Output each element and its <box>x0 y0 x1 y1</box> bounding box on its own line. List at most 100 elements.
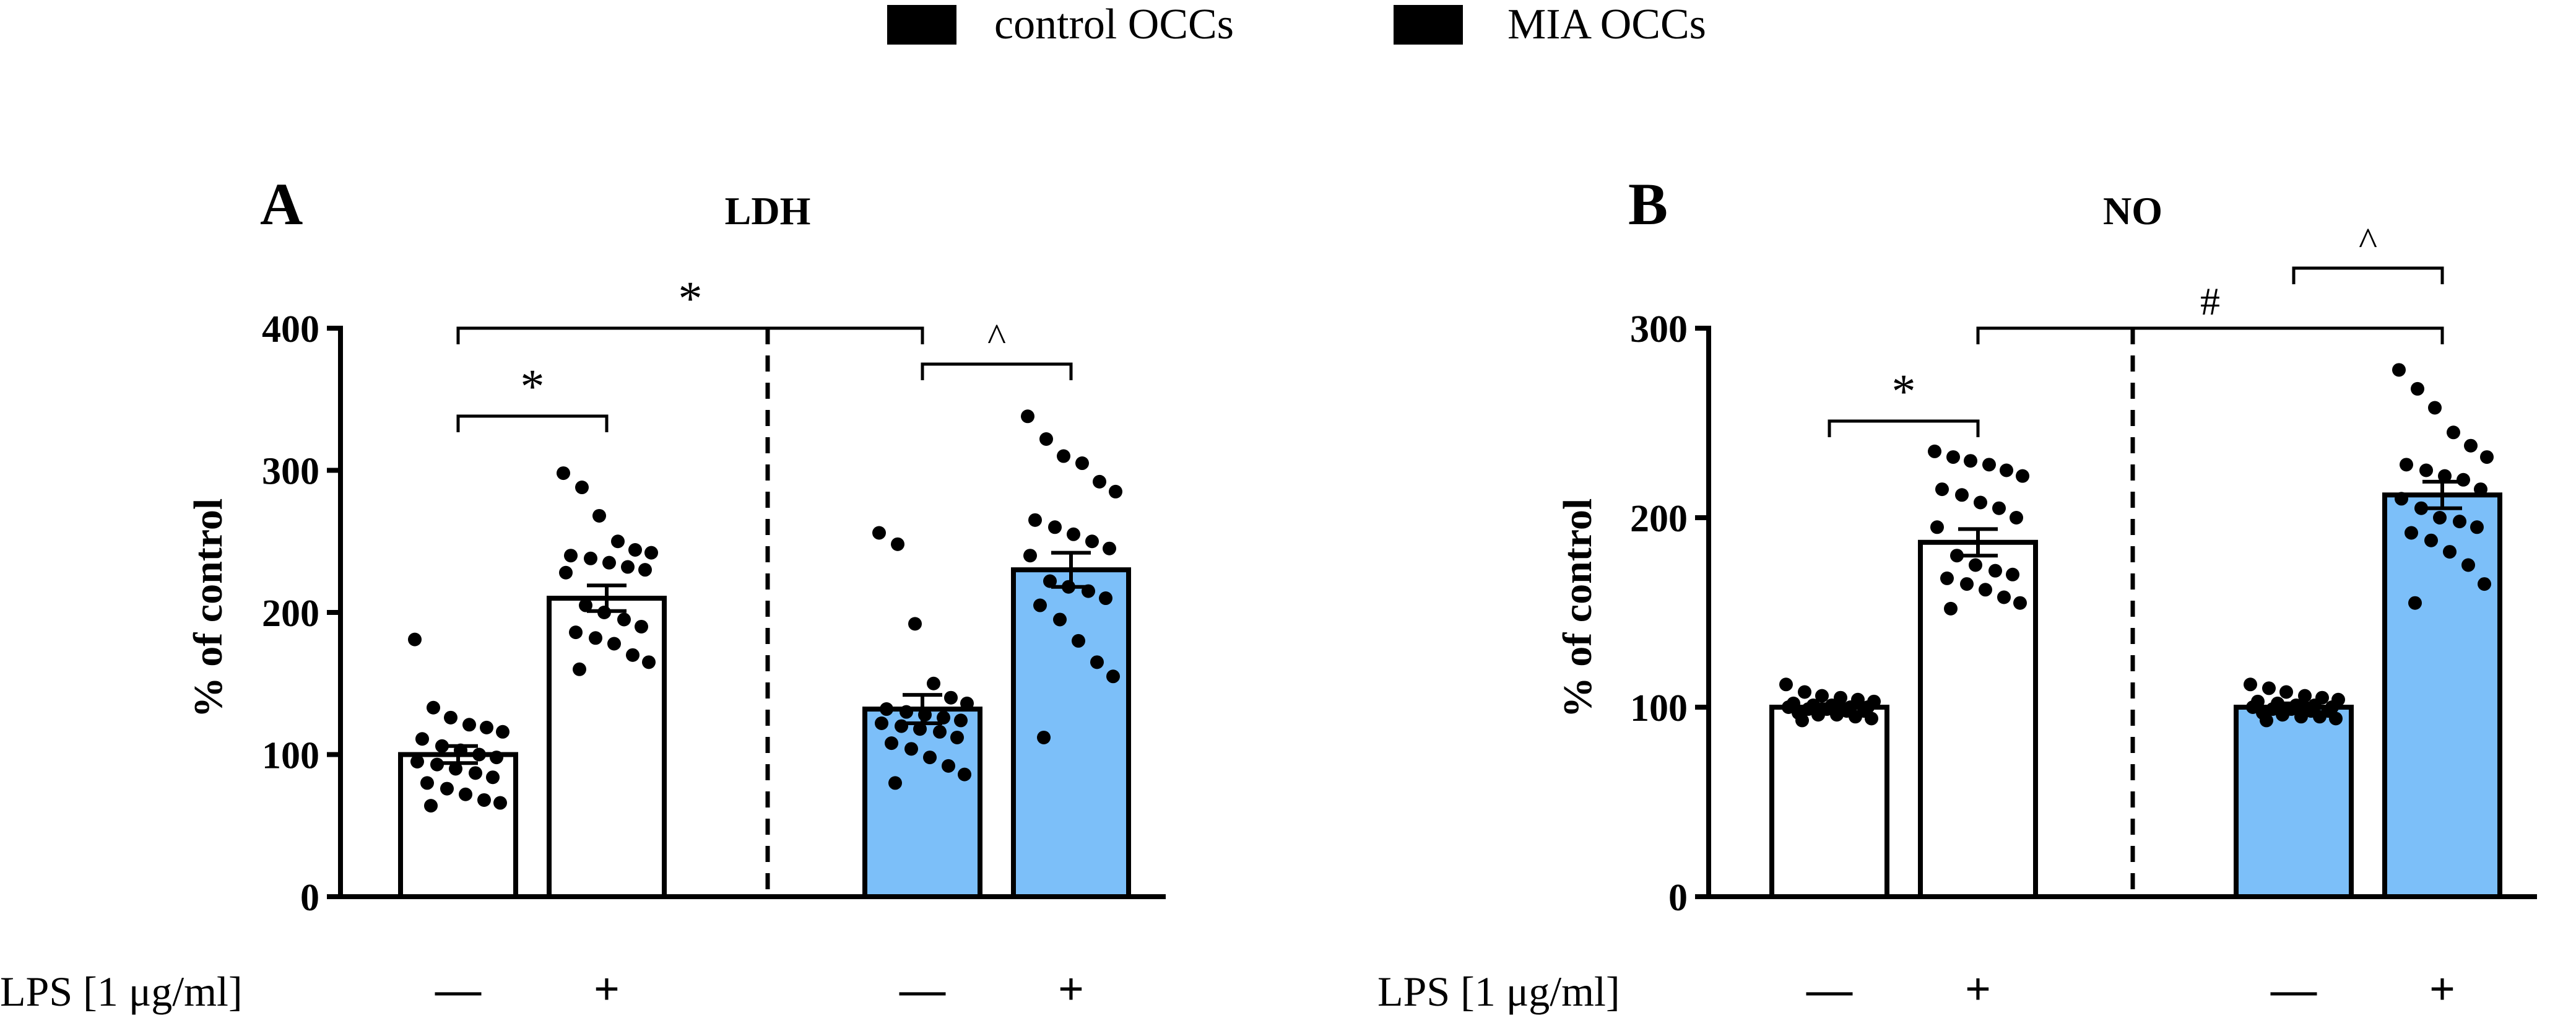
data-point <box>1028 513 1042 527</box>
significance-bracket <box>456 326 924 344</box>
legend-swatch-control <box>887 5 956 45</box>
data-point <box>584 551 597 565</box>
y-tick-label: 400 <box>262 308 319 350</box>
data-point <box>589 631 602 645</box>
y-tick-label: 0 <box>1668 877 1688 919</box>
data-point <box>1992 501 2006 515</box>
data-point <box>1043 574 1057 588</box>
significance-label: * <box>521 359 545 413</box>
data-point <box>1849 710 1862 724</box>
data-point <box>2478 577 2491 591</box>
significance-bracket <box>1976 326 2444 344</box>
data-point <box>557 466 570 481</box>
data-point <box>415 732 429 746</box>
data-point <box>642 655 656 669</box>
data-point <box>1085 534 1099 549</box>
data-point <box>559 565 573 580</box>
data-point <box>888 776 902 790</box>
data-point <box>2408 596 2422 610</box>
y-tick-label: 200 <box>262 593 319 635</box>
data-point <box>1979 583 1992 597</box>
bar <box>1011 567 1131 899</box>
data-point <box>1067 527 1080 541</box>
data-point <box>1048 520 1062 534</box>
significance-bracket <box>456 414 609 432</box>
data-point <box>880 702 893 716</box>
data-point <box>490 751 503 765</box>
data-point <box>449 762 462 776</box>
panel-b-letter: B <box>1628 171 1668 237</box>
lps-marker: + <box>1058 964 1084 1015</box>
y-tick-label: 100 <box>262 735 319 777</box>
data-point <box>2411 381 2424 396</box>
data-point <box>1815 689 1829 703</box>
data-point <box>430 757 444 772</box>
data-point <box>872 526 886 540</box>
data-point <box>1093 474 1106 489</box>
data-point <box>2294 710 2308 724</box>
data-point <box>410 754 424 768</box>
data-point <box>1779 677 1793 692</box>
legend-label-mia: MIA OCCs <box>1507 1 1706 48</box>
data-point <box>1082 584 1095 598</box>
data-point <box>592 508 606 523</box>
data-point <box>424 799 438 813</box>
data-point <box>2010 511 2023 525</box>
data-point <box>1964 454 1977 468</box>
significance-label: * <box>1892 364 1916 418</box>
panel-b-ylabel: % of control <box>1555 498 1600 718</box>
data-point <box>1106 669 1120 684</box>
data-point <box>420 776 434 790</box>
data-point <box>2480 450 2494 464</box>
legend-swatch-mia <box>1394 5 1463 45</box>
data-point <box>602 555 616 570</box>
panel-a-letter: A <box>260 171 303 237</box>
data-point <box>569 625 583 640</box>
data-point <box>2453 515 2466 529</box>
data-point <box>440 781 454 796</box>
data-point <box>2405 526 2418 540</box>
data-point <box>2443 545 2457 559</box>
bar <box>2382 492 2502 899</box>
data-point <box>2016 469 2029 483</box>
data-point <box>1037 730 1051 744</box>
data-point <box>1072 633 1085 648</box>
data-point <box>954 713 968 728</box>
data-point <box>477 793 491 807</box>
data-point <box>1865 712 1878 726</box>
y-tick-label: 100 <box>1630 687 1688 729</box>
data-point <box>904 742 918 756</box>
panel-a: A LDH % of control 0 100 200 300 400 * * ^ <box>186 171 1166 919</box>
data-point <box>1053 612 1067 627</box>
data-point <box>2013 596 2027 610</box>
data-point <box>1950 549 1964 563</box>
data-point <box>2461 558 2475 572</box>
data-point <box>2329 712 2343 726</box>
significance-label: # <box>2200 279 2220 323</box>
data-point <box>638 563 652 577</box>
data-point <box>575 481 589 495</box>
data-point <box>1940 571 1954 585</box>
lps-row: LPS [1 μg/ml] LPS [1 μg/ml] — + — + — + — + <box>0 964 2455 1015</box>
data-point <box>1930 520 1944 534</box>
data-point <box>2395 492 2408 506</box>
data-point <box>480 720 493 734</box>
significance-label: * <box>679 271 703 325</box>
data-point <box>2414 501 2428 515</box>
data-point <box>1062 580 1075 594</box>
y-tick-label: 300 <box>262 451 319 493</box>
data-point <box>454 743 467 757</box>
data-point <box>1969 558 1982 572</box>
data-point <box>1944 601 1958 616</box>
data-point <box>469 766 482 780</box>
data-point <box>2474 482 2487 497</box>
significance-label: ^ <box>987 315 1006 359</box>
data-point <box>960 696 974 710</box>
y-tick-label: 0 <box>300 877 319 919</box>
data-point <box>1997 590 2011 604</box>
data-point <box>933 725 947 739</box>
data-point <box>611 534 625 549</box>
data-point <box>462 718 476 732</box>
data-point <box>2260 713 2273 728</box>
data-point <box>2392 363 2406 377</box>
